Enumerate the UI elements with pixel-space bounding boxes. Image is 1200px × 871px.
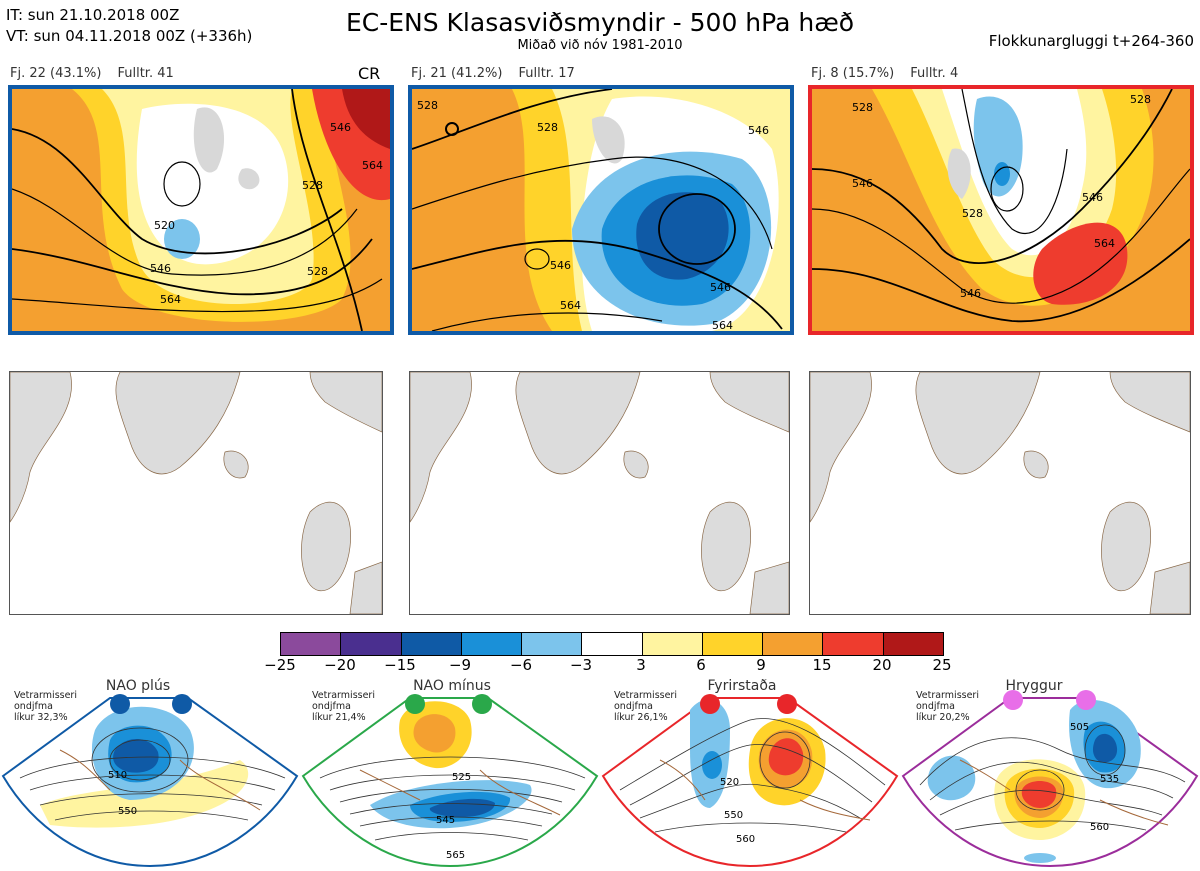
colorbar-tick: 9 [756, 656, 766, 674]
regime-3-map: 520 550 560 [601, 697, 899, 868]
cluster-2-contour-label: 546 [710, 281, 731, 294]
regime-3-stat: Vetrarmisseri ondjfma líkur 26,1% [614, 690, 677, 723]
cluster-1-contour-label: 546 [150, 262, 171, 275]
colorbar-tick: 25 [932, 656, 952, 674]
colorbar-swatch [461, 633, 523, 655]
cluster-2-contour-label: 546 [550, 259, 571, 272]
regime-2-contour-label: 565 [446, 850, 465, 861]
cluster-2-map: 528 528 546 546 564 564 546 [408, 85, 794, 335]
cluster-2-label: Fj. 21 (41.2%) Fulltr. 17 [411, 66, 591, 81]
colorbar-swatch [341, 633, 402, 655]
cluster-3-contour-label: 546 [960, 287, 981, 300]
colorbar-tick: 6 [696, 656, 706, 674]
cluster-1-tag: CR [358, 64, 381, 83]
cluster-3-contour-label: 546 [1082, 191, 1103, 204]
cluster-1-contour-label: 520 [154, 219, 175, 232]
cluster-2-contour-label: 546 [748, 124, 769, 137]
basemap-3 [809, 371, 1191, 615]
cluster-1-contour-label: 564 [160, 293, 181, 306]
cluster-1-contour-label: 528 [302, 179, 323, 192]
cluster-1-contour-label: 528 [307, 265, 328, 278]
regime-3-dot [777, 694, 797, 714]
regime-3-name: Fyrirstaða [707, 678, 777, 694]
regime-4-contour-label: 560 [1090, 822, 1109, 833]
basemap-1 [9, 371, 383, 615]
regime-1-name: NAO plús [105, 678, 171, 694]
classification-window: Flokkunargluggi t+264-360 [988, 32, 1194, 50]
colorbar-swatch [642, 633, 703, 655]
valid-time: VT: sun 04.11.2018 00Z (+336h) [6, 27, 253, 45]
regime-3-contour-label: 560 [736, 834, 755, 845]
cluster-3-label: Fj. 8 (15.7%) Fulltr. 4 [811, 66, 974, 81]
regime-4-name: Hryggur [1005, 678, 1063, 694]
cluster-3-id: Fj. 8 (15.7%) [811, 66, 895, 81]
cluster-2-id: Fj. 21 (41.2%) [411, 66, 503, 81]
cluster-2-contour-label: 564 [560, 299, 581, 312]
cluster-1-rep: Fulltr. 41 [117, 66, 174, 81]
colorbar-tick: 15 [812, 656, 832, 674]
colorbar-swatch [522, 633, 583, 655]
colorbar-tick: −25 [264, 656, 296, 674]
cluster-1-contour-label: 564 [362, 159, 383, 172]
regime-3-contour-label: 520 [720, 777, 739, 788]
page-subtitle: Miðað við nóv 1981-2010 [517, 38, 683, 53]
regime-1-contour-label: 510 [108, 770, 127, 781]
regime-4-map: 505 535 560 [901, 697, 1199, 868]
colorbar-swatch [582, 633, 643, 655]
colorbar-swatch [883, 633, 943, 655]
regime-4-contour-label: 535 [1100, 774, 1119, 785]
cluster-2-contour-label: 564 [712, 319, 733, 331]
regime-2-map: 525 545 565 [301, 697, 599, 868]
colorbar-tick: −9 [448, 656, 472, 674]
colorbar [280, 632, 944, 656]
cluster-1-label: Fj. 22 (43.1%) Fulltr. 41 [10, 66, 190, 81]
colorbar-tick: 20 [872, 656, 892, 674]
regime-2-contour-label: 545 [436, 815, 455, 826]
colorbar-swatch [823, 633, 884, 655]
colorbar-swatch [401, 633, 462, 655]
colorbar-tick: −6 [509, 656, 533, 674]
regime-2-dot [405, 694, 425, 714]
page-title: EC-ENS Klasasviðsmyndir - 500 hPa hæð [345, 8, 855, 37]
regime-4-stat: Vetrarmisseri ondjfma líkur 20,2% [916, 690, 979, 723]
colorbar-swatch [763, 633, 824, 655]
regime-4-dot [1076, 690, 1096, 710]
cluster-3-contour-label: 528 [852, 101, 873, 114]
regime-4-contour-label: 505 [1070, 722, 1089, 733]
cluster-3-contour-label: 546 [852, 177, 873, 190]
regime-2-name: NAO mínus [413, 678, 491, 694]
cluster-1-id: Fj. 22 (43.1%) [10, 66, 102, 81]
cluster-3-map: 528 546 528 546 564 546 528 [808, 85, 1194, 335]
regime-1-contour-label: 550 [118, 806, 137, 817]
regime-2-dot [472, 694, 492, 714]
cluster-3-rep: Fulltr. 4 [910, 66, 959, 81]
initial-time: IT: sun 21.10.2018 00Z [6, 6, 180, 24]
cluster-1-contour-label: 546 [330, 121, 351, 134]
colorbar-tick: 3 [636, 656, 646, 674]
regime-2-contour-label: 525 [452, 772, 471, 783]
regime-1-dot [172, 694, 192, 714]
colorbar-tick: −15 [384, 656, 416, 674]
regime-1-dot [110, 694, 130, 714]
cluster-2-rep: Fulltr. 17 [518, 66, 575, 81]
cluster-1-map: 520 528 546 564 546 528 564 [8, 85, 394, 335]
colorbar-tick: −3 [569, 656, 593, 674]
regime-3-dot [700, 694, 720, 714]
regime-2-stat: Vetrarmisseri ondjfma líkur 21,4% [312, 690, 375, 723]
basemap-2 [409, 371, 790, 615]
cluster-3-contour-label: 564 [1094, 237, 1115, 250]
cluster-3-contour-label: 528 [1130, 93, 1151, 106]
colorbar-swatch [281, 633, 342, 655]
colorbar-tick: −20 [324, 656, 356, 674]
regime-4-dot [1003, 690, 1023, 710]
cluster-2-contour-label: 528 [417, 99, 438, 112]
regime-1-stat: Vetrarmisseri ondjfma líkur 32,3% [14, 690, 77, 723]
regime-3-contour-label: 550 [724, 810, 743, 821]
colorbar-swatch [702, 633, 764, 655]
cluster-3-contour-label: 528 [962, 207, 983, 220]
cluster-2-contour-label: 528 [537, 121, 558, 134]
regime-1-map: 510 550 [1, 697, 299, 868]
